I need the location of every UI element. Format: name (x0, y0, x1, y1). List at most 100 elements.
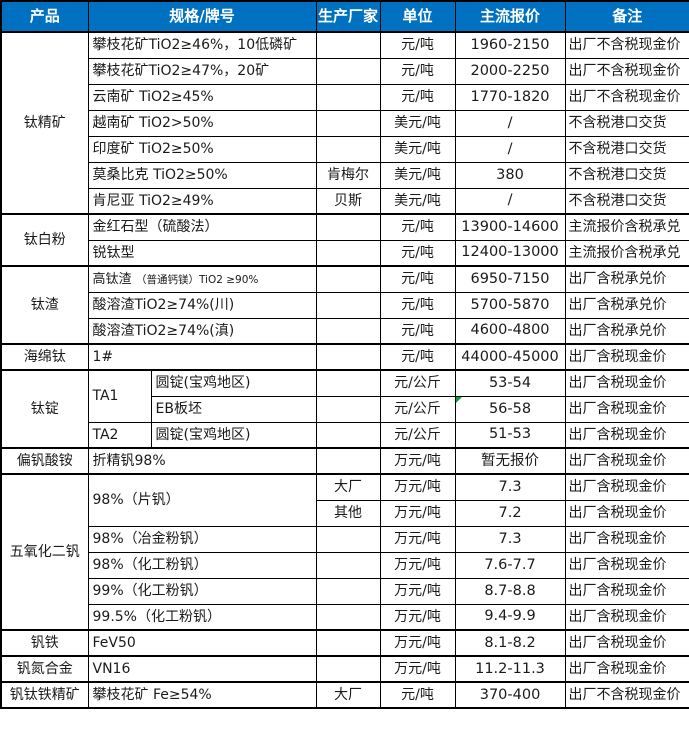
unit-cell: 万元/吨 (379, 577, 456, 605)
note-cell: 出厂不含税现金价 (564, 57, 689, 85)
col-header-spec: 规格/牌号 (87, 0, 317, 33)
unit-cell: 元/吨 (379, 265, 456, 293)
col-header-note: 备注 (564, 0, 689, 33)
price-cell: 5700-5870 (454, 291, 566, 319)
product-cell: 钛白粉 (0, 213, 89, 267)
unit-cell: 万元/吨 (379, 525, 456, 553)
price-cell: 暂无报价 (454, 447, 566, 475)
spec-cell: 折精钒98% (87, 447, 317, 475)
spec-cell: 莫桑比克 TiO2≥50% (87, 161, 317, 189)
note-cell: 出厂含税现金价 (564, 499, 689, 527)
price-cell: 7.2 (454, 499, 566, 527)
maker-cell (315, 525, 381, 553)
table-row: 钒氮合金 VN16 万元/吨 11.2-11.3 出厂含税现金价 (0, 655, 689, 683)
table-row: 酸溶渣TiO2≥74%(滇) 元/吨 4600-4800 出厂含税承兑价 (1, 317, 689, 345)
maker-cell (315, 551, 381, 579)
unit-cell: 元/吨 (379, 83, 456, 111)
price-cell: 44000-45000 (454, 343, 566, 371)
unit-cell: 元/公斤 (379, 421, 456, 449)
price-cell: / (454, 109, 566, 137)
note-cell: 出厂含税现金价 (564, 395, 689, 423)
product-cell: 偏钒酸铵 (0, 447, 89, 475)
product-cell: 钒铁 (0, 629, 89, 657)
spec-cell: 高钛渣 （普通钙镁）TiO2 ≥90% (87, 265, 317, 293)
note-cell: 出厂含税现金价 (564, 343, 689, 371)
note-cell: 出厂含税现金价 (564, 577, 689, 605)
price-cell: 380 (454, 161, 566, 189)
spec-cell: 99%（化工粉钒） (87, 577, 317, 605)
table-row: 攀枝花矿TiO2≥47%，20矿 元/吨 2000-2250 出厂不含税现金价 (1, 57, 689, 85)
price-table: 产品 规格/牌号 生产厂家 单位 主流报价 备注 钛精矿 攀枝花矿TiO2≥46… (0, 0, 689, 709)
unit-cell: 元/吨 (379, 239, 456, 267)
price-cell: 370-400 (454, 681, 566, 709)
note-cell: 出厂含税承兑价 (564, 317, 689, 345)
spec-main-text: 高钛渣 (92, 271, 132, 287)
table-row: 印度矿 TiO2≥50% 美元/吨 / 不含税港口交货 (1, 135, 689, 163)
unit-cell: 万元/吨 (379, 655, 456, 683)
spec-cell: 酸溶渣TiO2≥74%(滇) (87, 317, 317, 345)
note-cell: 出厂含税现金价 (564, 369, 689, 397)
table-row: 99.5%（化工粉钒） 万元/吨 9.4-9.9 出厂含税现金价 (1, 603, 689, 631)
spec-cell: 金红石型（硫酸法） (87, 213, 317, 241)
maker-cell (315, 603, 381, 631)
note-cell: 出厂含税承兑价 (564, 265, 689, 293)
maker-cell (315, 421, 381, 449)
spec-cell: VN16 (87, 655, 317, 683)
product-cell: 海绵钛 (0, 343, 89, 371)
spec-cell: 1# (87, 343, 317, 371)
table-row: 锐钛型 元/吨 12400-13000 主流报价含税承兑 (1, 239, 689, 267)
note-cell: 出厂含税现金价 (564, 525, 689, 553)
maker-cell (315, 629, 381, 657)
header-row: 产品 规格/牌号 生产厂家 单位 主流报价 备注 (0, 0, 689, 33)
note-cell: 主流报价含税承兑 (564, 213, 689, 241)
maker-cell (315, 239, 381, 267)
col-header-unit: 单位 (379, 0, 456, 33)
note-cell: 出厂含税现金价 (564, 421, 689, 449)
price-cell: 4600-4800 (454, 317, 566, 345)
maker-cell (315, 395, 381, 423)
maker-cell (315, 655, 381, 683)
unit-cell: 元/吨 (379, 681, 456, 709)
note-cell: 出厂含税现金价 (564, 603, 689, 631)
table-row: 五氧化二钒 98%（片钒） 大厂 万元/吨 7.3 出厂含税现金价 (0, 473, 689, 631)
spec-cell: 98%（化工粉钒） (87, 551, 317, 579)
product-cell: 钛渣 (0, 265, 89, 345)
product-cell: 五氧化二钒 (0, 473, 89, 631)
unit-cell: 万元/吨 (379, 499, 456, 527)
maker-cell: 肯梅尔 (315, 161, 381, 189)
unit-cell: 万元/吨 (379, 447, 456, 475)
shape-cell: 圆锭(宝鸡地区) (150, 369, 317, 397)
table-row: 98%（化工粉钒） 万元/吨 7.6-7.7 出厂含税现金价 (1, 551, 689, 579)
price-cell: 51-53 (454, 421, 566, 449)
unit-cell: 万元/吨 (379, 551, 456, 579)
unit-cell: 元/吨 (379, 57, 456, 85)
col-header-product: 产品 (0, 0, 89, 33)
note-cell: 主流报价含税承兑 (564, 239, 689, 267)
maker-cell (315, 213, 381, 241)
price-cell: 11.2-11.3 (454, 655, 566, 683)
table-row: 云南矿 TiO2≥45% 元/吨 1770-1820 出厂不含税现金价 (1, 83, 689, 111)
price-cell: 56-58 (454, 395, 566, 423)
spec-cell: 锐钛型 (87, 239, 317, 267)
note-cell: 出厂含税现金价 (564, 551, 689, 579)
product-cell: 钛精矿 (0, 31, 89, 215)
col-header-price: 主流报价 (454, 0, 566, 33)
unit-cell: 美元/吨 (379, 109, 456, 137)
table-row: 越南矿 TiO2>50% 美元/吨 / 不含税港口交货 (1, 109, 689, 137)
price-cell: 1960-2150 (454, 31, 566, 59)
maker-cell (315, 447, 381, 475)
table-row: 肯尼亚 TiO2≥49% 贝斯 美元/吨 / 不含税港口交货 (1, 187, 689, 215)
maker-cell: 大厂 (315, 473, 381, 501)
price-cell: 6950-7150 (454, 265, 566, 293)
table-row: 酸溶渣TiO2≥74%(川) 元/吨 5700-5870 出厂含税承兑价 (1, 291, 689, 319)
note-cell: 不含税港口交货 (564, 161, 689, 189)
maker-cell (315, 57, 381, 85)
product-cell: 钒氮合金 (0, 655, 89, 683)
col-header-maker: 生产厂家 (315, 0, 381, 33)
unit-cell: 万元/吨 (379, 629, 456, 657)
price-cell: 1770-1820 (454, 83, 566, 111)
table-row: 钒钛铁精矿 攀枝花矿 Fe≥54% 大厂 元/吨 370-400 出厂不含税现金… (0, 681, 689, 709)
cell-comment-indicator (456, 397, 462, 403)
spec-cell: 云南矿 TiO2≥45% (87, 83, 317, 111)
price-cell: 2000-2250 (454, 57, 566, 85)
